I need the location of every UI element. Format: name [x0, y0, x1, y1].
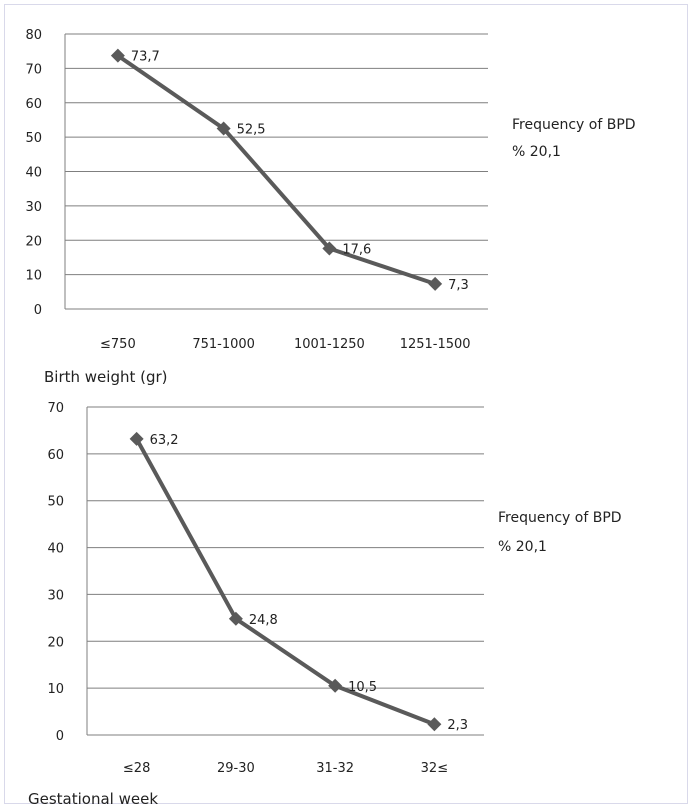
side-annotation-title: Frequency of BPD — [512, 117, 636, 133]
data-label: 17,6 — [342, 243, 371, 258]
x-tick-label: 32≤ — [421, 761, 448, 776]
y-tick-label: 30 — [47, 588, 64, 603]
x-tick-label: 29-30 — [217, 761, 255, 776]
data-label: 7,3 — [448, 278, 469, 293]
x-tick-label: 751-1000 — [192, 337, 255, 352]
y-tick-label: 40 — [47, 542, 64, 557]
y-tick-label: 60 — [47, 448, 64, 463]
side-annotation-value: % 20,1 — [512, 144, 561, 160]
x-tick-label: 1251-1500 — [400, 337, 471, 352]
y-tick-label: 20 — [25, 234, 42, 249]
side-annotation-title: Frequency of BPD — [498, 510, 622, 526]
series-line — [116, 54, 436, 286]
data-label: 10,5 — [348, 680, 377, 695]
data-point-marker — [427, 717, 442, 732]
x-tick-label: ≤28 — [123, 761, 150, 776]
series-line — [134, 437, 436, 727]
x-axis-title: Birth weight (gr) — [44, 368, 168, 386]
y-tick-label: 40 — [25, 166, 42, 181]
chart-birth-weight: 0 10 20 30 40 50 60 70 80 ≤750 751-1000 1001-1250 12… — [25, 28, 635, 386]
chart-gestational-week: 0 10 20 30 40 50 60 70 ≤28 29-30 31-32 32≤ 63,2 24,8 1… — [28, 401, 622, 808]
y-tick-label: 50 — [47, 495, 64, 510]
y-tick-label: 30 — [25, 200, 42, 215]
y-tick-label: 70 — [25, 62, 42, 77]
data-point-marker — [129, 431, 144, 446]
data-point-marker — [328, 678, 343, 693]
data-label: 52,5 — [237, 123, 266, 138]
data-label: 24,8 — [249, 613, 278, 628]
x-tick-label: ≤750 — [100, 337, 136, 352]
figure-frame — [4, 4, 688, 804]
y-tick-label: 0 — [34, 303, 42, 318]
data-point-marker — [428, 276, 443, 291]
data-point-marker — [322, 241, 337, 256]
y-tick-label: 70 — [47, 401, 64, 416]
side-annotation-value: % 20,1 — [498, 539, 547, 555]
y-tick-label: 60 — [25, 97, 42, 112]
y-tick-label: 20 — [47, 635, 64, 650]
y-tick-label: 10 — [47, 682, 64, 697]
y-tick-label: 50 — [25, 131, 42, 146]
data-point-marker — [110, 48, 125, 63]
data-point-marker — [216, 121, 231, 136]
y-tick-label: 10 — [25, 269, 42, 284]
data-label: 2,3 — [447, 718, 468, 733]
x-axis-title: Gestational week — [28, 790, 158, 808]
y-tick-label: 0 — [56, 729, 64, 744]
data-point-marker — [228, 611, 243, 626]
x-tick-label: 31-32 — [316, 761, 354, 776]
data-label: 73,7 — [131, 50, 160, 65]
y-tick-label: 80 — [25, 28, 42, 43]
data-label: 63,2 — [150, 433, 179, 448]
x-tick-label: 1001-1250 — [294, 337, 365, 352]
